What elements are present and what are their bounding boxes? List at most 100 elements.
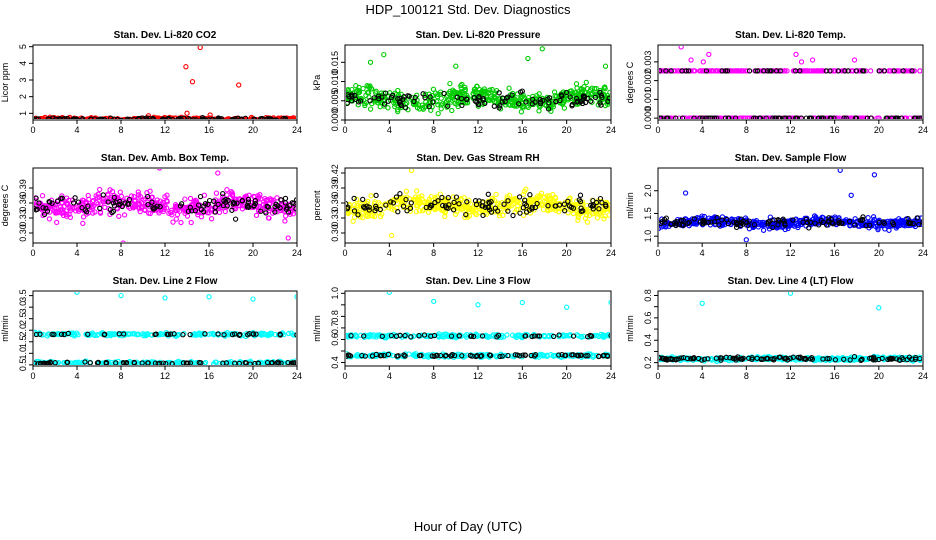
data-point: [682, 190, 689, 196]
reference-point: [114, 116, 121, 119]
reference-point: [102, 331, 108, 337]
reference-point: [232, 331, 238, 337]
data-point: [389, 206, 395, 212]
data-point: [896, 216, 902, 222]
data-point: [142, 116, 149, 119]
reference-point: [52, 360, 58, 365]
data-point: [450, 194, 456, 200]
data-point: [373, 88, 379, 94]
data-point: [601, 216, 607, 222]
data-point: [476, 86, 483, 93]
data-point: [164, 199, 170, 205]
data-point: [608, 300, 610, 305]
data-point: [274, 195, 280, 201]
reference-point: [482, 100, 488, 107]
data-point: [117, 189, 123, 195]
data-point: [785, 222, 791, 228]
reference-point: [520, 352, 526, 358]
reference-point: [502, 98, 508, 105]
data-point: [513, 101, 519, 108]
reference-point: [773, 68, 780, 74]
reference-point: [171, 331, 177, 337]
reference-point: [567, 94, 573, 100]
reference-point: [914, 215, 920, 221]
data-point: [541, 333, 548, 339]
reference-point: [379, 352, 385, 359]
x-tick-label: 16: [830, 371, 840, 381]
data-point: [103, 198, 109, 205]
reference-point: [160, 360, 166, 365]
reference-point: [113, 360, 119, 365]
reference-point: [474, 353, 480, 359]
x-tick-label: 8: [744, 371, 749, 381]
data-point: [120, 240, 126, 242]
reference-point: [82, 359, 88, 365]
reference-point: [221, 332, 227, 338]
reference-point: [199, 116, 205, 119]
reference-point: [245, 196, 252, 203]
data-point: [367, 106, 374, 112]
plot-frame: [32, 44, 298, 121]
reference-point: [459, 353, 465, 359]
reference-point: [211, 198, 217, 204]
data-point: [601, 334, 607, 340]
reference-point: [527, 192, 533, 198]
data-point: [583, 79, 589, 86]
x-tick-label: 12: [785, 248, 795, 258]
reference-point: [557, 97, 563, 104]
data-point: [135, 202, 141, 208]
data-point: [146, 210, 152, 216]
reference-point: [79, 117, 85, 119]
x-tick-label: 20: [248, 371, 258, 381]
reference-point: [404, 208, 410, 214]
panel-title: Stan. Dev. Li-820 Pressure: [416, 30, 541, 41]
reference-point: [239, 116, 245, 119]
data-point: [256, 117, 261, 119]
reference-point: [110, 200, 116, 206]
data-point: [95, 201, 101, 207]
reference-point: [786, 115, 792, 119]
y-tick-label: 0.8: [330, 310, 340, 323]
reference-point: [61, 116, 67, 119]
data-point: [432, 195, 438, 201]
y-tick-label: 1.0: [330, 287, 340, 300]
reference-point: [458, 95, 465, 102]
reference-point: [673, 115, 679, 119]
data-point: [463, 204, 469, 211]
reference-point: [910, 220, 916, 227]
reference-point: [164, 331, 170, 337]
data-point: [575, 214, 582, 220]
reference-point: [597, 89, 603, 96]
reference-point: [107, 206, 113, 213]
x-tick-label: 24: [606, 125, 616, 135]
reference-point: [163, 360, 169, 365]
data-point: [122, 116, 129, 119]
reference-point: [911, 115, 918, 119]
reference-point: [501, 201, 507, 207]
reference-point: [831, 115, 837, 119]
reference-point: [288, 360, 295, 365]
y-axis-label: Licor ppm: [0, 63, 10, 103]
data-point: [70, 204, 76, 211]
reference-point: [585, 352, 591, 359]
data-point: [564, 304, 570, 310]
x-tick-label: 8: [431, 125, 436, 135]
reference-point: [514, 352, 521, 358]
data-point: [911, 68, 917, 74]
data-point: [832, 214, 838, 220]
reference-point: [149, 199, 155, 205]
reference-point: [806, 115, 813, 119]
data-point: [164, 192, 170, 198]
data-point: [476, 209, 482, 216]
data-point: [469, 207, 475, 213]
reference-point: [909, 68, 915, 74]
data-point: [142, 207, 148, 214]
reference-point: [193, 117, 199, 119]
reference-point: [443, 352, 449, 359]
reference-point: [876, 68, 882, 74]
data-point: [798, 59, 805, 65]
data-point: [285, 235, 291, 241]
data-point: [520, 333, 526, 339]
reference-point: [34, 207, 39, 213]
